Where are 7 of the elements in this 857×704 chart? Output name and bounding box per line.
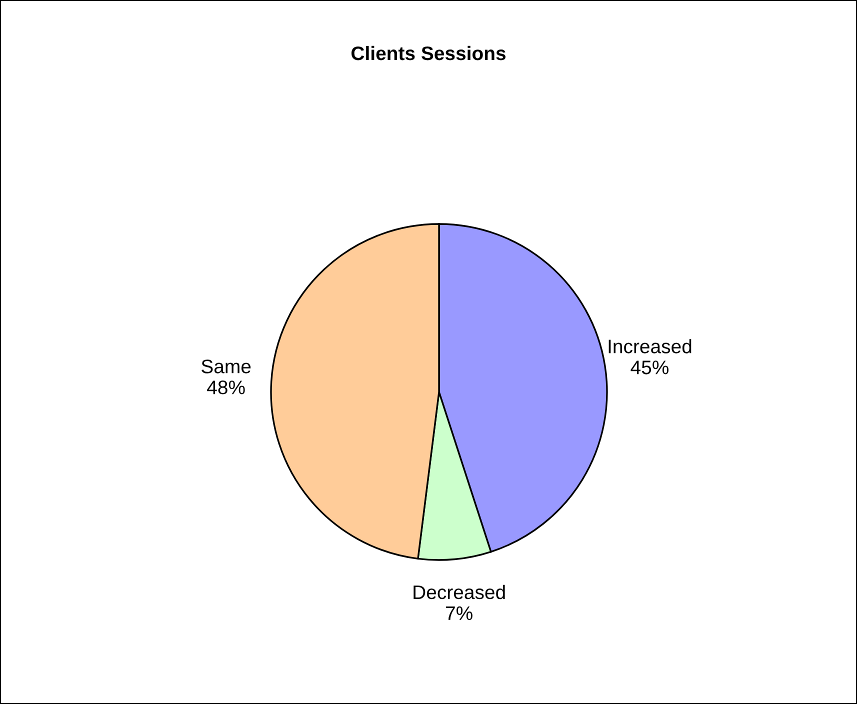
data-label: 48% [207,380,245,394]
chart-title: Clients Sessions [352,46,506,60]
slice-label: Same [202,360,251,374]
slice-label: Increased [608,339,692,354]
data-label: 7% [446,606,472,620]
slice-label: Decreased [414,584,505,600]
data-label: 45% [630,360,668,374]
